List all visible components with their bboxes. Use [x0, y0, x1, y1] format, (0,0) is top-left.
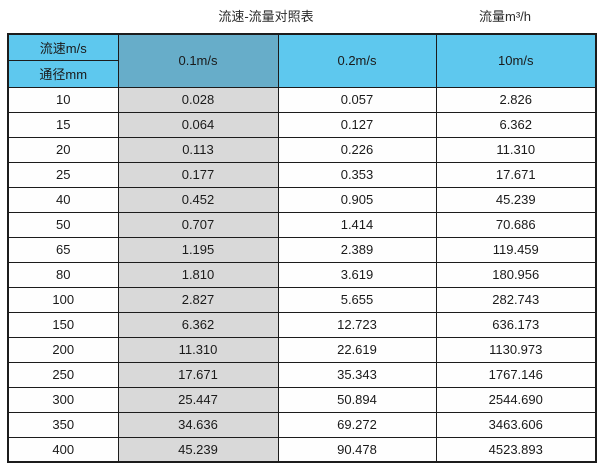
cell-diameter: 350: [7, 411, 119, 438]
cell-flow-0-2ms: 5.655: [277, 286, 437, 313]
cell-diameter: 15: [7, 111, 119, 138]
table-row: 10 0.028 0.057 2.826: [7, 86, 597, 113]
table-row: 200 11.310 22.619 1130.973: [7, 336, 597, 363]
cell-flow-10ms: 11.310: [435, 136, 597, 163]
cell-diameter: 40: [7, 186, 119, 213]
cell-diameter: 100: [7, 286, 119, 313]
cell-flow-10ms: 1130.973: [435, 336, 597, 363]
cell-flow-0-1ms: 17.671: [117, 361, 279, 388]
cell-flow-0-1ms: 0.452: [117, 186, 279, 213]
cell-diameter: 200: [7, 336, 119, 363]
table-body: 10 0.028 0.057 2.826 15 0.064 0.127 6.36…: [7, 86, 597, 463]
cell-flow-0-1ms: 34.636: [117, 411, 279, 438]
page-title: 流速-流量对照表: [218, 9, 314, 24]
cell-diameter: 250: [7, 361, 119, 388]
cell-flow-0-2ms: 3.619: [277, 261, 437, 288]
table-row: 40 0.452 0.905 45.239: [7, 186, 597, 213]
header-col-10ms: 10m/s: [435, 33, 597, 88]
header-col-0-1ms: 0.1m/s: [117, 33, 279, 88]
cell-flow-0-2ms: 35.343: [277, 361, 437, 388]
table-row: 25 0.177 0.353 17.671: [7, 161, 597, 188]
table-row: 400 45.239 90.478 4523.893: [7, 436, 597, 463]
cell-flow-10ms: 2.826: [435, 86, 597, 113]
cell-flow-0-1ms: 0.177: [117, 161, 279, 188]
table-row: 50 0.707 1.414 70.686: [7, 211, 597, 238]
header-diameter-label: 通径mm: [7, 59, 119, 88]
cell-diameter: 65: [7, 236, 119, 263]
cell-flow-0-2ms: 0.057: [277, 86, 437, 113]
cell-flow-0-2ms: 2.389: [277, 236, 437, 263]
cell-flow-10ms: 119.459: [435, 236, 597, 263]
cell-flow-0-2ms: 22.619: [277, 336, 437, 363]
cell-flow-0-1ms: 11.310: [117, 336, 279, 363]
cell-diameter: 80: [7, 261, 119, 288]
header-flow-velocity-label: 流速m/s: [7, 33, 119, 61]
cell-flow-10ms: 6.362: [435, 111, 597, 138]
cell-flow-0-2ms: 0.905: [277, 186, 437, 213]
cell-flow-0-2ms: 0.226: [277, 136, 437, 163]
table-row: 65 1.195 2.389 119.459: [7, 236, 597, 263]
cell-diameter: 300: [7, 386, 119, 413]
cell-flow-10ms: 3463.606: [435, 411, 597, 438]
cell-flow-10ms: 4523.893: [435, 436, 597, 463]
cell-diameter: 25: [7, 161, 119, 188]
cell-flow-0-2ms: 1.414: [277, 211, 437, 238]
cell-diameter: 50: [7, 211, 119, 238]
cell-flow-10ms: 70.686: [435, 211, 597, 238]
cell-flow-0-1ms: 6.362: [117, 311, 279, 338]
cell-flow-10ms: 282.743: [435, 286, 597, 313]
cell-flow-10ms: 45.239: [435, 186, 597, 213]
cell-flow-0-2ms: 0.127: [277, 111, 437, 138]
cell-flow-0-1ms: 0.028: [117, 86, 279, 113]
cell-flow-10ms: 1767.146: [435, 361, 597, 388]
cell-flow-0-1ms: 2.827: [117, 286, 279, 313]
table-row: 100 2.827 5.655 282.743: [7, 286, 597, 313]
cell-flow-10ms: 17.671: [435, 161, 597, 188]
cell-diameter: 150: [7, 311, 119, 338]
flow-rate-unit-label: 流量m³/h: [478, 9, 532, 24]
cell-flow-10ms: 2544.690: [435, 386, 597, 413]
table-row: 300 25.447 50.894 2544.690: [7, 386, 597, 413]
table-header: 流速m/s 0.1m/s 0.2m/s 10m/s 通径mm: [7, 33, 597, 88]
table-row: 350 34.636 69.272 3463.606: [7, 411, 597, 438]
table-row: 250 17.671 35.343 1767.146: [7, 361, 597, 388]
table-row: 80 1.810 3.619 180.956: [7, 261, 597, 288]
cell-flow-0-1ms: 0.113: [117, 136, 279, 163]
cell-flow-0-2ms: 90.478: [277, 436, 437, 463]
cell-flow-10ms: 636.173: [435, 311, 597, 338]
cell-flow-10ms: 180.956: [435, 261, 597, 288]
cell-flow-0-2ms: 0.353: [277, 161, 437, 188]
cell-flow-0-1ms: 25.447: [117, 386, 279, 413]
table-row: 15 0.064 0.127 6.362: [7, 111, 597, 138]
table-row: 150 6.362 12.723 636.173: [7, 311, 597, 338]
cell-flow-0-1ms: 0.707: [117, 211, 279, 238]
cell-flow-0-1ms: 1.195: [117, 236, 279, 263]
table-row: 20 0.113 0.226 11.310: [7, 136, 597, 163]
cell-flow-0-2ms: 12.723: [277, 311, 437, 338]
cell-flow-0-1ms: 45.239: [117, 436, 279, 463]
cell-flow-0-2ms: 50.894: [277, 386, 437, 413]
cell-flow-0-1ms: 0.064: [117, 111, 279, 138]
cell-diameter: 10: [7, 86, 119, 113]
cell-diameter: 20: [7, 136, 119, 163]
cell-diameter: 400: [7, 436, 119, 463]
cell-flow-0-2ms: 69.272: [277, 411, 437, 438]
flow-rate-table: 流速m/s 0.1m/s 0.2m/s 10m/s 通径mm 10 0.028 …: [7, 33, 597, 463]
cell-flow-0-1ms: 1.810: [117, 261, 279, 288]
header-col-0-2ms: 0.2m/s: [277, 33, 437, 88]
